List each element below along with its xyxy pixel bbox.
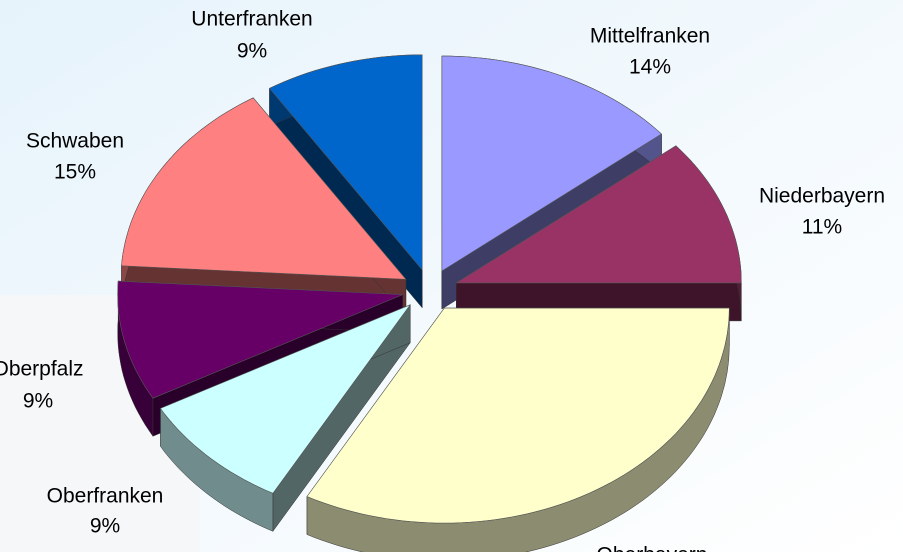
slice <box>269 54 423 271</box>
slice <box>441 55 662 272</box>
slice <box>306 307 730 524</box>
slice-label: Oberfranken <box>47 485 164 508</box>
slice <box>160 304 412 494</box>
slice <box>117 280 403 399</box>
slice-label: Oberbayern <box>597 544 708 552</box>
value-label: 14% <box>629 56 671 79</box>
slice <box>121 97 407 280</box>
value-label: 11% <box>802 216 842 239</box>
value-label: 9% <box>23 390 53 413</box>
slice-label: Unterfranken <box>191 8 312 31</box>
slice-label: Oberpfalz <box>0 358 84 381</box>
slice-label: Niederbayern <box>759 185 885 208</box>
slice <box>455 145 742 284</box>
slice-label: Schwaben <box>26 130 124 153</box>
value-label: 9% <box>90 515 120 538</box>
value-label: 9% <box>237 40 267 63</box>
slice-label: Mittelfranken <box>590 25 710 48</box>
value-label: 15% <box>54 161 96 184</box>
